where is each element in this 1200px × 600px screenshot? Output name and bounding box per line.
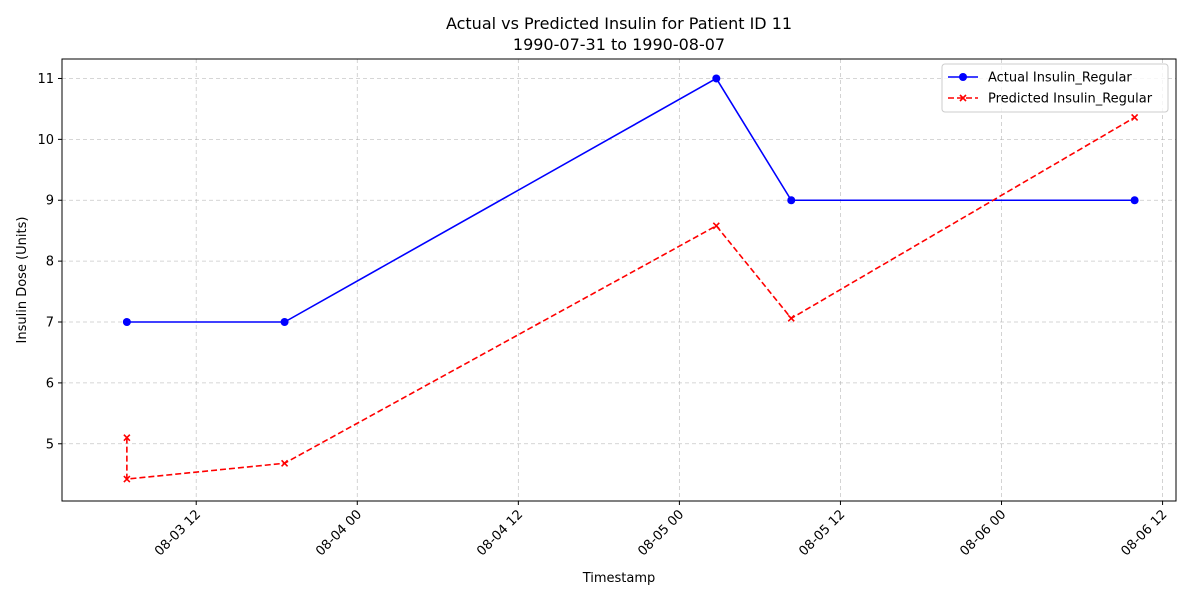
legend: Actual Insulin_Regular Predicted Insulin_… — [941, 63, 1169, 113]
data-point-actual — [122, 318, 131, 327]
series-layer — [122, 74, 1139, 483]
y-tick-label: 11 — [37, 72, 54, 87]
x-axis-label: Timestamp — [582, 571, 656, 586]
legend-marker-1 — [959, 73, 967, 81]
y-tick-label: 9 — [46, 194, 54, 209]
y-tick-label: 5 — [46, 437, 54, 452]
legend-box — [941, 63, 1169, 113]
data-point-actual — [712, 74, 721, 83]
plot-frame — [61, 58, 1177, 502]
chart-subtitle: 1990-07-31 to 1990-08-07 — [513, 35, 725, 54]
legend-label-1: Actual Insulin_Regular — [988, 71, 1132, 86]
data-point-actual — [1130, 196, 1139, 205]
y-tick-label: 10 — [37, 133, 54, 148]
legend-marker-2 — [959, 94, 967, 102]
data-point-predicted — [123, 475, 131, 483]
data-point-actual — [280, 318, 289, 327]
y-axis-label: Insulin Dose (Units) — [15, 217, 30, 344]
legend-label-2: Predicted Insulin_Regular — [988, 92, 1153, 107]
data-point-predicted — [281, 459, 289, 467]
data-point-predicted — [123, 434, 131, 442]
chart-title: Actual vs Predicted Insulin for Patient … — [446, 14, 792, 33]
data-point-predicted — [1131, 113, 1139, 122]
y-tick-label: 6 — [46, 376, 54, 391]
y-tick-label: 7 — [46, 316, 54, 331]
y-tick-label: 8 — [46, 255, 54, 270]
data-point-predicted — [787, 314, 795, 322]
data-point-actual — [787, 196, 796, 205]
data-point-predicted — [712, 222, 720, 230]
series-line-2 — [126, 116, 1136, 480]
